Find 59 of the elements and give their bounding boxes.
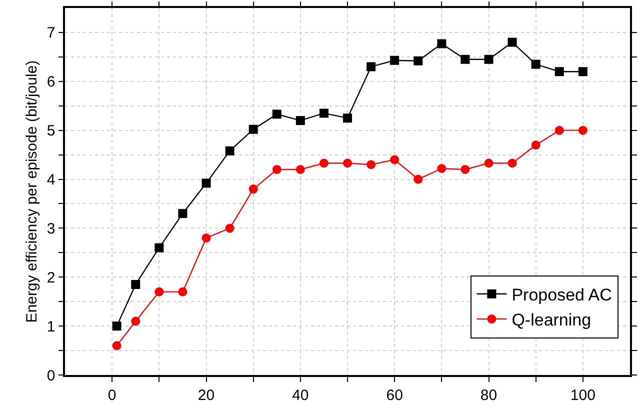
point [131, 280, 140, 289]
point [154, 287, 164, 296]
x-tick-label: 60 [386, 386, 403, 404]
y-tick-label: 6 [46, 74, 56, 91]
point [437, 39, 446, 48]
x-tick-label: 20 [198, 386, 215, 404]
point [460, 164, 470, 174]
y-tick-label: 3 [46, 220, 56, 238]
point [508, 158, 517, 168]
point [225, 146, 234, 156]
point [554, 67, 564, 76]
point [319, 158, 328, 168]
point [554, 126, 564, 135]
point [112, 341, 122, 350]
point [343, 158, 352, 168]
point [531, 60, 540, 69]
point [508, 38, 517, 47]
point [154, 243, 164, 252]
point [248, 124, 258, 134]
x-tick-label: 100 [570, 386, 596, 404]
legend-label: Proposed AC [512, 285, 612, 304]
point [178, 287, 188, 296]
point [296, 116, 305, 126]
point [437, 164, 446, 173]
point [578, 126, 588, 135]
y-tick-label: 2 [46, 269, 56, 286]
point [112, 322, 122, 331]
point [366, 62, 376, 72]
point [225, 224, 234, 233]
point [343, 114, 352, 123]
point [272, 164, 282, 174]
point [531, 140, 540, 150]
y-tick-label: 5 [46, 122, 56, 140]
x-tick-label: 0 [108, 386, 116, 404]
point [484, 54, 494, 64]
point [248, 184, 258, 194]
x-tick-label: 80 [480, 386, 498, 404]
point [390, 155, 400, 164]
point [390, 56, 400, 65]
x-tick-label: 40 [292, 386, 309, 404]
point [319, 108, 328, 118]
y-tick-label: 0 [46, 367, 56, 384]
y-axis-title: Energy efficiency per episode (bit/joule) [24, 60, 41, 323]
point [178, 209, 188, 218]
point [460, 54, 470, 64]
point [414, 174, 423, 184]
y-tick-label: 1 [46, 318, 56, 336]
y-tick-label: 7 [46, 24, 56, 42]
y-tick-label: 4 [46, 172, 56, 189]
point [202, 233, 211, 242]
point [202, 178, 211, 188]
point [578, 67, 588, 76]
point [366, 160, 376, 170]
legend-label: Q-learning [512, 310, 592, 330]
point [131, 316, 140, 326]
point [272, 110, 282, 119]
point [484, 158, 494, 168]
point [414, 56, 423, 66]
point [296, 164, 305, 174]
